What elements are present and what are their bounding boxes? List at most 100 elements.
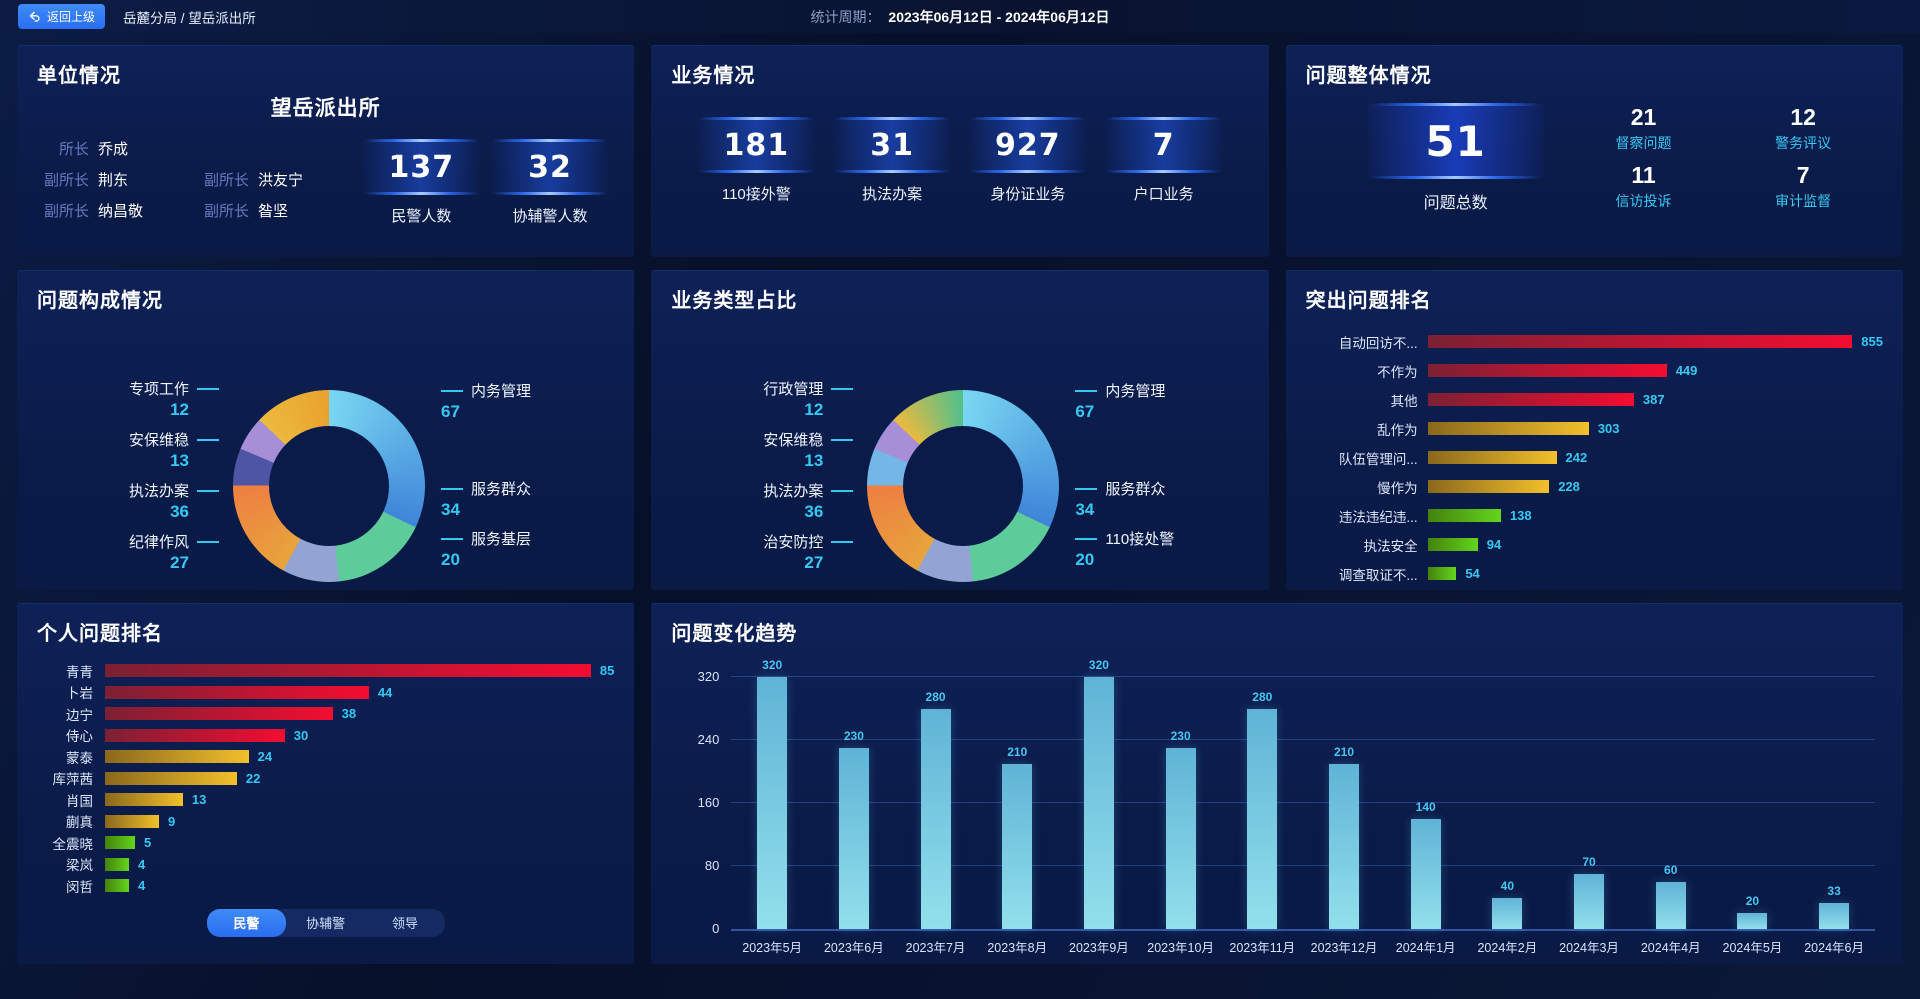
breadcrumb[interactable]: 岳麓分局 / 望岳派出所 [123, 10, 256, 26]
stat-item: 137 民警人数 [362, 139, 481, 226]
x-tick-label: 2023年7月 [905, 941, 966, 955]
trend-bar-value: 280 [1252, 689, 1273, 704]
pie-label-value: 13 [170, 451, 189, 470]
pie-label-name: 执法办案 [57, 480, 219, 501]
grid-line [731, 676, 1875, 677]
trend-bar [1410, 818, 1441, 929]
bar-row: 乱作为 303 [1306, 414, 1883, 443]
stat-box: 137 [362, 139, 481, 195]
stat-period: 统计周期： 2023年06月12日 - 2024年06月12日 [811, 7, 1110, 27]
pie-label-name: 执法办案 [691, 480, 853, 501]
stat-item: 31 执法办案 [833, 117, 952, 204]
back-button[interactable]: 返回上级 [18, 4, 106, 29]
trend-bar-value: 210 [1333, 744, 1354, 759]
pie-label-value: 34 [1075, 500, 1095, 519]
bar-row: 库萍茜 22 [37, 768, 614, 790]
trend-bar-value: 33 [1827, 884, 1841, 899]
stat-label: 户口业务 [1133, 186, 1194, 203]
bar-track: 4 [105, 878, 614, 893]
person-name: 乔成 [98, 141, 129, 158]
bar-value: 54 [1465, 566, 1480, 581]
roster-row: 副所长 纳昌敬 副所长 昝坚 [37, 200, 357, 221]
trend-column: 70 [1548, 677, 1630, 929]
stat-value: 31 [870, 127, 914, 163]
bar-value: 85 [599, 663, 615, 679]
trend-bar-value: 230 [1170, 728, 1191, 743]
roster-entry: 副所长 纳昌敬 [37, 200, 197, 221]
issue-mini-stats: 21 督察问题 12 警务评议 11 信访投诉 7 审计监督 [1564, 104, 1883, 213]
tab-领导[interactable]: 领导 [391, 916, 418, 931]
mini-stat-label: 审计监督 [1775, 192, 1832, 209]
trend-bar [1165, 747, 1196, 929]
trend-bar [1492, 897, 1523, 929]
issue-mini-stat: 12 警务评议 [1723, 104, 1883, 156]
pie-label-name: 服务群众 [1075, 478, 1245, 499]
bar [105, 771, 237, 785]
bar-row: 调查取证不... 54 [1306, 559, 1883, 588]
pie-labels-right: 内务管理 67 服务群众 34 服务基层 20 [441, 380, 611, 570]
bar-row: 自动回访不... 855 [1306, 327, 1883, 356]
pie-label: 安保维稳 13 [691, 429, 853, 471]
bar-value: 94 [1486, 537, 1502, 552]
y-tick-label: 240 [697, 732, 720, 747]
x-tick-label: 2024年1月 [1395, 941, 1456, 955]
bar-track: 94 [1427, 537, 1883, 552]
x-tick-label: 2024年6月 [1804, 941, 1864, 955]
roster-entry: 副所长 洪友宁 [197, 169, 357, 190]
pie-label-value: 12 [804, 400, 824, 419]
bar [1427, 335, 1853, 348]
mini-stat-label: 信访投诉 [1615, 192, 1672, 209]
tab-协辅警[interactable]: 协辅警 [306, 916, 346, 931]
grid-line [731, 739, 1875, 740]
mini-stat-label: 警务评议 [1775, 135, 1832, 151]
mini-stat-value: 7 [1796, 161, 1810, 188]
person-name: 昝坚 [258, 203, 289, 220]
issue-total: 51 问题总数 [1367, 103, 1544, 213]
bar-row: 卜岩 44 [37, 682, 614, 704]
issue-mini-stat: 7 审计监督 [1723, 162, 1883, 214]
stat-item: 181 110接外警 [697, 117, 816, 204]
top-bar: 返回上级 岳麓分局 / 望岳派出所 统计周期： 2023年06月12日 - 20… [0, 0, 1920, 33]
bar-category-label: 库萍茜 [52, 772, 94, 788]
roster-row: 所长 乔成 [37, 138, 357, 159]
back-button-label: 返回上级 [47, 10, 96, 24]
issue-composition-chart: 专项工作 12 安保维稳 13 执法办案 36 纪律作风 27 内务管理 67 服务群众 34 服务基… [17, 316, 634, 590]
pie-label-value: 27 [170, 553, 189, 572]
bar-category-label: 违法违纪违... [1338, 509, 1418, 525]
bar-category-label: 梁岚 [66, 858, 93, 874]
pie-labels-left: 专项工作 12 安保维稳 13 执法办案 36 纪律作风 27 [57, 378, 219, 573]
panel-title: 单位情况 [37, 65, 121, 87]
stat-item: 32 协辅警人数 [490, 139, 609, 226]
tab-民警[interactable]: 民警 [206, 908, 286, 937]
pie-label: 行政管理 12 [691, 378, 853, 420]
trend-bar-value: 230 [843, 728, 864, 743]
bar-value: 30 [293, 727, 309, 743]
bar-track: 9 [105, 814, 614, 829]
panel-title: 突出问题排名 [1305, 290, 1432, 312]
trend-column: 320 [731, 658, 813, 929]
trend-column: 20 [1712, 677, 1794, 929]
stat-label: 协辅警人数 [512, 208, 588, 225]
panel-title: 业务情况 [671, 65, 756, 87]
pie-labels-right: 内务管理 67 服务群众 34 110接处警 20 [1075, 380, 1245, 570]
bar-value: 13 [191, 792, 207, 808]
bar-value: 228 [1558, 479, 1580, 494]
bar [1427, 480, 1550, 493]
issue-mini-stat: 21 督察问题 [1564, 104, 1724, 156]
bar-track: 22 [105, 771, 614, 786]
trend-column: 210 [976, 677, 1058, 929]
bar [105, 664, 591, 678]
pie-label-name: 安保维稳 [57, 429, 219, 450]
trend-bar-value: 20 [1745, 894, 1760, 909]
pie-labels-left: 行政管理 12 安保维稳 13 执法办案 36 治安防控 27 [691, 378, 853, 573]
bar-value: 4 [137, 878, 146, 894]
bar-track: 449 [1427, 363, 1883, 378]
pie-label-value: 20 [1075, 550, 1095, 569]
x-tick-label: 2024年2月 [1477, 941, 1538, 955]
bar-row: 肖国 13 [37, 789, 614, 811]
bar-value: 4 [137, 856, 146, 872]
trend-bar-value: 320 [762, 658, 783, 672]
panel-title: 个人问题排名 [37, 623, 163, 645]
bar-track: 13 [105, 792, 614, 807]
trend-bar-value: 280 [925, 689, 946, 704]
